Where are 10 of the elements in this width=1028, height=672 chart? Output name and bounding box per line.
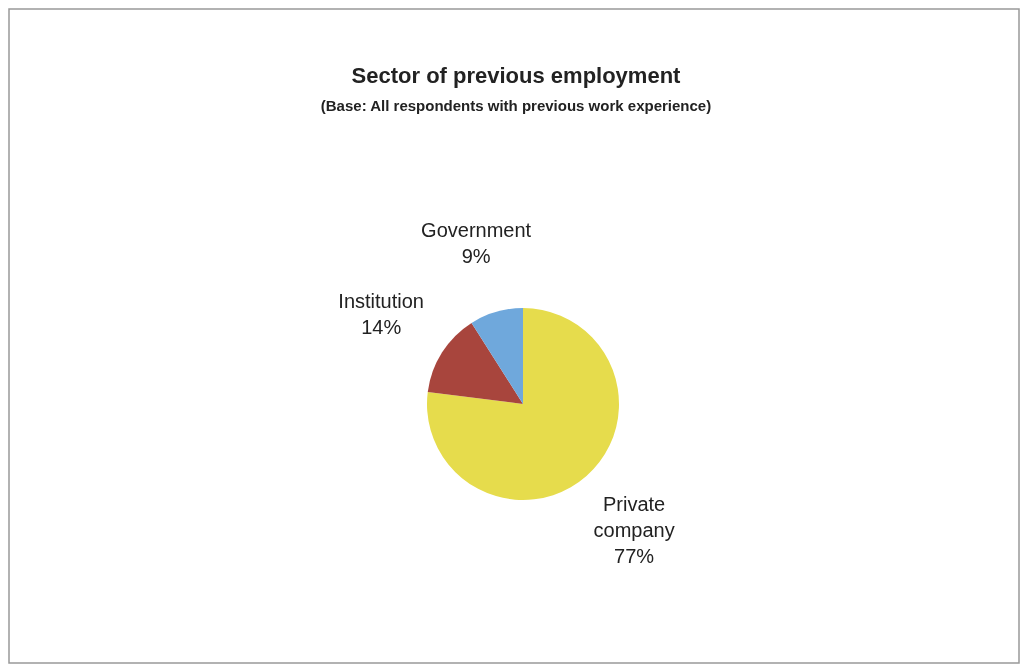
data-label: 77% (614, 545, 655, 568)
chart-title: Sector of previous employment (351, 63, 682, 88)
slice-label: Institution (338, 289, 424, 312)
pie-slice (471, 308, 523, 404)
slice-label: Private company (593, 493, 675, 542)
data-label: 14% (361, 315, 402, 338)
data-label: 9% (461, 244, 491, 267)
chart-subtitle: (Base: All respondents with previous work experience) (320, 97, 712, 114)
pie-slice (427, 322, 523, 404)
slice-label: Government (421, 218, 532, 241)
